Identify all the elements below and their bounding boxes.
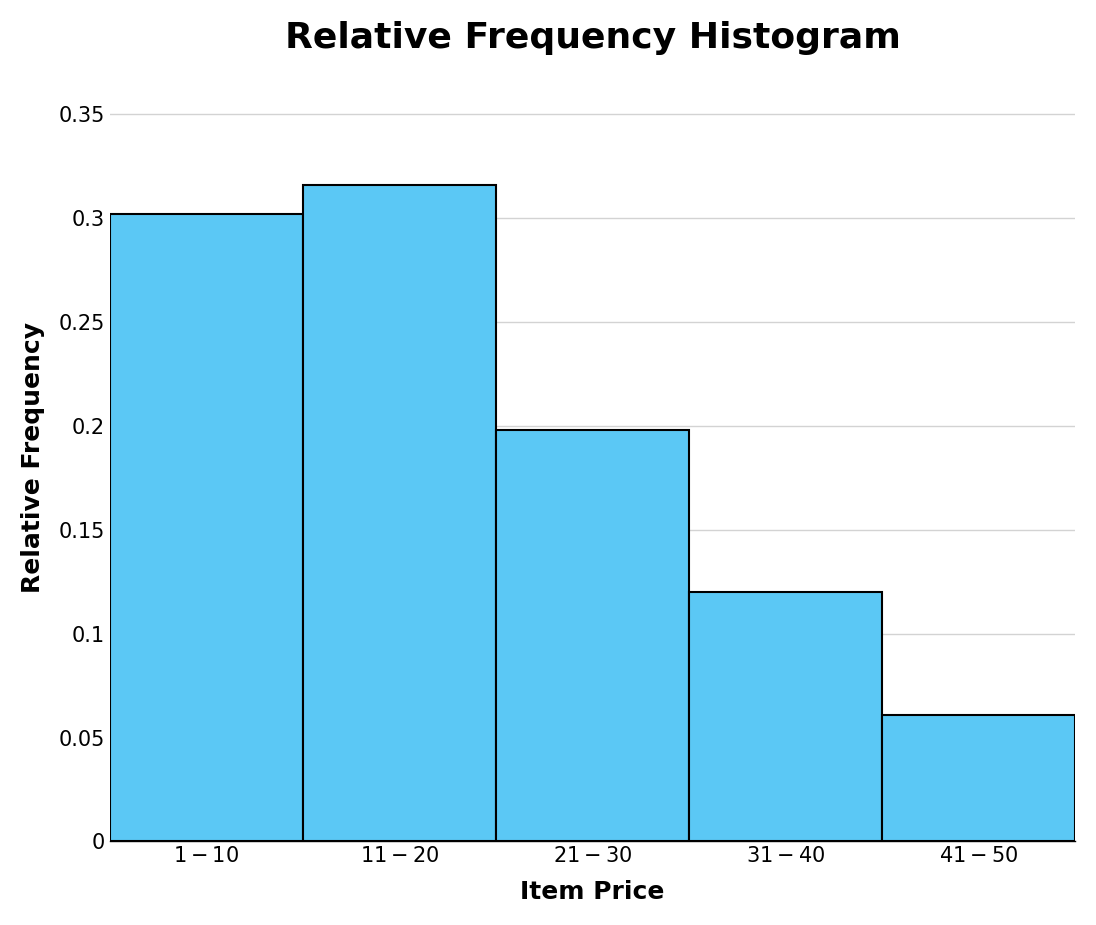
X-axis label: Item Price: Item Price <box>521 881 665 904</box>
Bar <box>882 715 1075 842</box>
Bar <box>110 214 302 842</box>
Title: Relative Frequency Histogram: Relative Frequency Histogram <box>285 21 901 55</box>
Y-axis label: Relative Frequency: Relative Frequency <box>21 322 45 593</box>
Bar <box>496 430 689 842</box>
Bar <box>302 185 496 842</box>
Bar <box>689 592 882 842</box>
